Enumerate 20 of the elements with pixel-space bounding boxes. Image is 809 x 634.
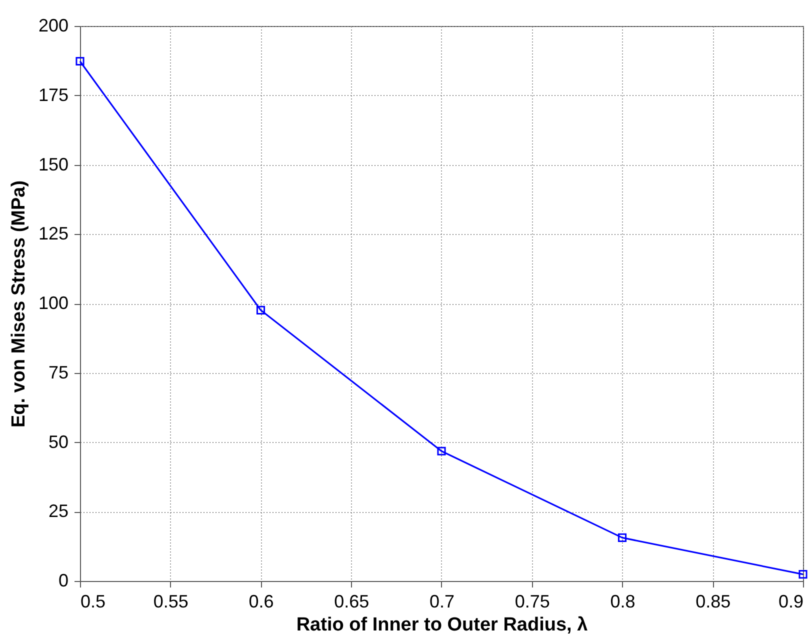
x-tick-label: 0.6 — [248, 592, 274, 612]
x-tick-label: 0.9 — [778, 592, 804, 612]
x-tick-label: 0.5 — [80, 592, 106, 612]
x-tick-label: 0.85 — [696, 592, 731, 612]
y-tick-label: 50 — [48, 432, 68, 452]
y-tick-label: 200 — [38, 16, 68, 36]
y-tick-label: 75 — [48, 362, 68, 382]
x-tick-label: 0.7 — [429, 592, 455, 612]
x-axis-title: Ratio of Inner to Outer Radius, λ — [296, 614, 588, 634]
y-tick-label: 100 — [38, 293, 68, 313]
y-tick-label: 125 — [38, 224, 68, 244]
x-tick-label: 0.65 — [334, 592, 370, 612]
y-tick-label: 175 — [38, 84, 68, 105]
y-tick-label: 0 — [58, 570, 68, 590]
y-axis-title: Eq. von Mises Stress (MPa) — [8, 180, 30, 428]
x-tick-label: 0.55 — [153, 592, 188, 612]
x-tick-label: 0.75 — [514, 592, 550, 612]
x-tick-label: 0.8 — [610, 592, 636, 612]
y-tick-label: 25 — [48, 501, 68, 522]
y-tick-label: 150 — [38, 154, 68, 174]
